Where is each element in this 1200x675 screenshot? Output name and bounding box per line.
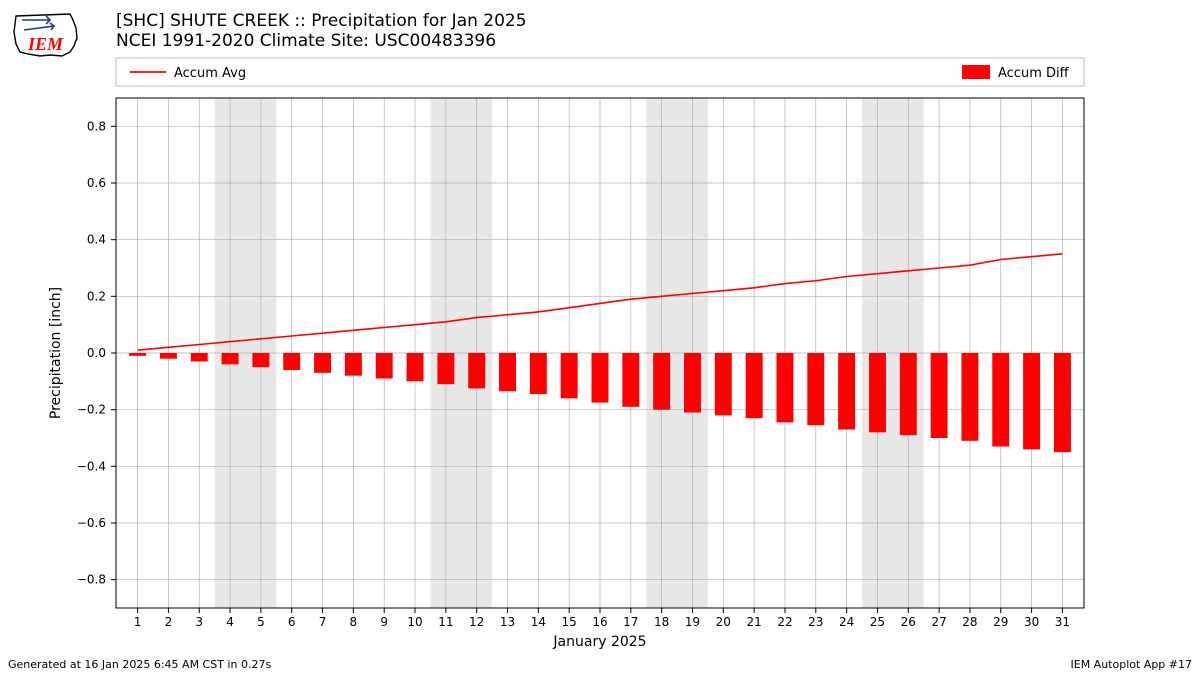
bar <box>468 353 485 388</box>
x-tick-label: 21 <box>746 615 761 629</box>
bar <box>992 353 1009 447</box>
x-tick-label: 15 <box>562 615 577 629</box>
bar <box>807 353 824 425</box>
bar <box>345 353 362 376</box>
x-tick-label: 6 <box>288 615 296 629</box>
x-tick-label: 8 <box>350 615 358 629</box>
x-tick-label: 2 <box>165 615 173 629</box>
x-tick-label: 1 <box>134 615 142 629</box>
x-tick-label: 19 <box>685 615 700 629</box>
bar <box>746 353 763 418</box>
logo-text: IEM <box>27 34 64 54</box>
bar <box>376 353 393 379</box>
chart-container: IEM [SHC] SHUTE CREEK :: Precipitation fo… <box>0 0 1200 675</box>
legend-line-label: Accum Avg <box>174 66 246 81</box>
legend-box <box>116 58 1084 86</box>
legend-bar-swatch <box>962 65 990 79</box>
x-tick-label: 9 <box>380 615 388 629</box>
x-tick-label: 11 <box>438 615 453 629</box>
x-tick-label: 14 <box>531 615 546 629</box>
bar <box>561 353 578 398</box>
x-tick-label: 20 <box>716 615 731 629</box>
x-tick-label: 10 <box>407 615 422 629</box>
bar <box>1054 353 1071 452</box>
bar <box>437 353 454 384</box>
y-axis-label: Precipitation [inch] <box>48 287 64 419</box>
y-tick-label: 0.8 <box>87 119 106 133</box>
y-tick-label: −0.2 <box>77 403 106 417</box>
bar <box>776 353 793 422</box>
x-tick-label: 22 <box>777 615 792 629</box>
y-tick-label: 0.6 <box>87 176 106 190</box>
bar <box>622 353 639 407</box>
bar <box>129 353 146 356</box>
footer-right: IEM Autoplot App #17 <box>1071 658 1193 671</box>
x-tick-label: 16 <box>592 615 607 629</box>
x-tick-label: 26 <box>901 615 916 629</box>
bar <box>653 353 670 410</box>
bar <box>407 353 424 381</box>
footer-left: Generated at 16 Jan 2025 6:45 AM CST in … <box>8 658 271 671</box>
x-tick-label: 12 <box>469 615 484 629</box>
x-tick-label: 13 <box>500 615 515 629</box>
bar <box>314 353 331 373</box>
legend-bar-label: Accum Diff <box>998 66 1070 81</box>
bar <box>684 353 701 413</box>
bar <box>222 353 239 364</box>
bar <box>961 353 978 441</box>
x-tick-label: 30 <box>1024 615 1039 629</box>
bar <box>530 353 547 394</box>
bar <box>869 353 886 432</box>
y-tick-label: 0.0 <box>87 346 106 360</box>
y-tick-label: 0.2 <box>87 289 106 303</box>
x-tick-label: 27 <box>931 615 946 629</box>
bar <box>283 353 300 370</box>
x-axis-label: January 2025 <box>552 634 646 650</box>
y-tick-label: −0.6 <box>77 516 106 530</box>
chart-title-line2: NCEI 1991-2020 Climate Site: USC00483396 <box>116 31 496 51</box>
y-tick-label: −0.8 <box>77 573 106 587</box>
bar <box>1023 353 1040 449</box>
x-tick-label: 24 <box>839 615 854 629</box>
bar <box>838 353 855 430</box>
y-tick-label: −0.4 <box>77 459 106 473</box>
x-tick-label: 17 <box>623 615 638 629</box>
bar <box>252 353 269 367</box>
x-tick-label: 4 <box>226 615 234 629</box>
x-tick-label: 7 <box>319 615 327 629</box>
x-tick-label: 28 <box>962 615 977 629</box>
bar <box>160 353 177 359</box>
bar <box>900 353 917 435</box>
x-tick-label: 3 <box>195 615 203 629</box>
bar <box>931 353 948 438</box>
x-tick-label: 25 <box>870 615 885 629</box>
bar <box>191 353 208 362</box>
iem-logo: IEM <box>14 14 77 56</box>
chart-title-line1: [SHC] SHUTE CREEK :: Precipitation for J… <box>116 11 527 31</box>
bar <box>592 353 609 403</box>
x-tick-label: 23 <box>808 615 823 629</box>
y-tick-label: 0.4 <box>87 233 106 247</box>
bar <box>499 353 516 391</box>
bar <box>715 353 732 415</box>
x-tick-label: 29 <box>993 615 1008 629</box>
x-tick-label: 31 <box>1055 615 1070 629</box>
x-tick-label: 5 <box>257 615 265 629</box>
x-tick-label: 18 <box>654 615 669 629</box>
chart-svg: IEM [SHC] SHUTE CREEK :: Precipitation fo… <box>0 0 1200 675</box>
